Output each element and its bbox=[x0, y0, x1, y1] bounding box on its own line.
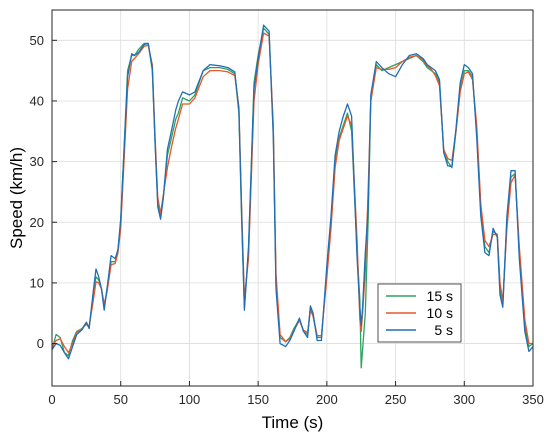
x-tick-label: 300 bbox=[453, 392, 475, 407]
x-tick-label: 250 bbox=[385, 392, 407, 407]
legend-label: 10 s bbox=[427, 305, 453, 321]
y-tick-label: 10 bbox=[30, 275, 44, 290]
x-tick-label: 0 bbox=[48, 392, 55, 407]
legend-label: 15 s bbox=[427, 288, 453, 304]
legend-label: 5 s bbox=[434, 322, 453, 338]
x-tick-label: 150 bbox=[247, 392, 269, 407]
x-axis-label: Time (s) bbox=[262, 413, 324, 432]
plot-frame bbox=[51, 9, 534, 387]
series-line-3 bbox=[51, 24, 534, 360]
x-tick-label: 350 bbox=[522, 392, 544, 407]
y-tick-label: 40 bbox=[30, 93, 44, 108]
y-tick-label: 20 bbox=[30, 215, 44, 230]
ticks: 0 50 100 150 200 250 300 350 0 10 20 30 40 50 bbox=[30, 33, 544, 407]
x-tick-label: 100 bbox=[179, 392, 201, 407]
y-tick-label: 0 bbox=[37, 336, 44, 351]
y-axis-label: Speed (km/h) bbox=[7, 147, 26, 249]
x-tick-label: 200 bbox=[316, 392, 338, 407]
series-layer bbox=[51, 24, 534, 369]
y-tick-label: 30 bbox=[30, 154, 44, 169]
y-tick-label: 50 bbox=[30, 33, 44, 48]
x-tick-label: 50 bbox=[113, 392, 127, 407]
legend: 15 s10 s5 s bbox=[377, 283, 462, 343]
